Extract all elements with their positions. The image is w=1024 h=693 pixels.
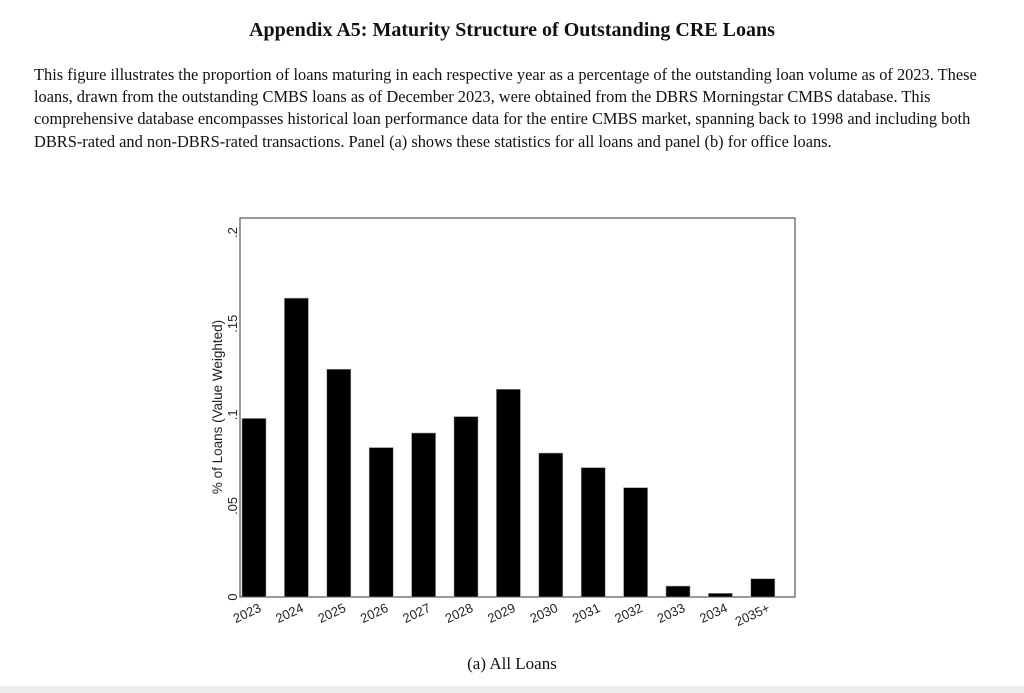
- figure-caption: (a) All Loans: [467, 654, 557, 673]
- x-tick-label: 2024: [273, 600, 306, 626]
- x-tick-label: 2027: [400, 600, 433, 626]
- x-tick-label: 2034: [697, 600, 730, 626]
- bar-2032: [623, 487, 648, 598]
- page-title: Appendix A5: Maturity Structure of Outst…: [249, 19, 775, 41]
- y-tick-label: 0: [225, 593, 240, 600]
- x-tick-label: 2026: [358, 600, 391, 626]
- bar-2031: [580, 467, 606, 598]
- x-tick-label: 2023: [231, 600, 264, 626]
- x-tick-label: 2031: [570, 600, 603, 626]
- x-tick-label: 2032: [612, 600, 645, 626]
- bar-2028: [453, 416, 479, 598]
- bar-2025: [326, 368, 352, 598]
- x-tick-label: 2029: [485, 600, 518, 626]
- y-tick-label: .05: [225, 497, 240, 515]
- x-tick-label: 2035+: [733, 600, 772, 629]
- x-tick-label: 2028: [443, 600, 476, 626]
- bar-2035+: [750, 578, 776, 598]
- y-tick-label: .15: [225, 315, 240, 333]
- bar-2024: [284, 297, 309, 598]
- bar-2027: [411, 432, 436, 598]
- bar-2034: [708, 593, 733, 598]
- bar-2026: [368, 447, 394, 598]
- y-tick-label: .2: [225, 227, 240, 238]
- x-tick-label: 2033: [655, 600, 688, 626]
- bar-2030: [538, 452, 564, 598]
- x-tick-label: 2025: [316, 600, 349, 626]
- figure-description: This figure illustrates the proportion o…: [34, 65, 977, 151]
- x-tick-label: 2030: [528, 600, 561, 626]
- y-axis-label: % of Loans (Value Weighted): [210, 320, 225, 494]
- bottom-bar: [0, 686, 1024, 693]
- y-tick-label: .1: [225, 409, 240, 420]
- bar-2023: [241, 418, 267, 598]
- bar-2029: [496, 388, 521, 598]
- bar-2033: [665, 585, 691, 598]
